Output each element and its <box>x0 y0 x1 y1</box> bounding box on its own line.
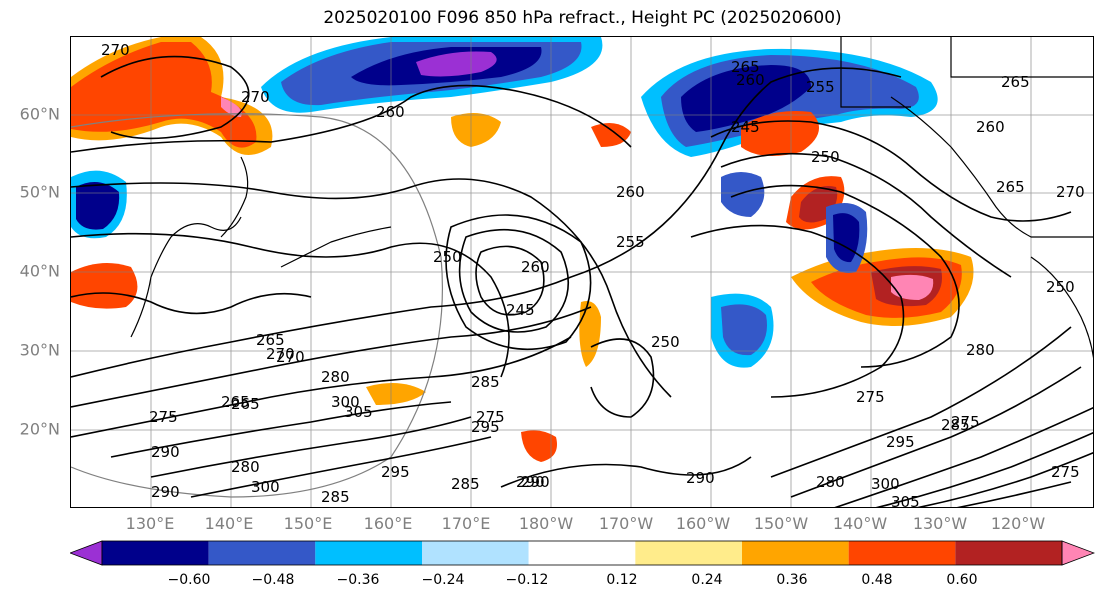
colorbar <box>70 540 1095 566</box>
lon-label: 170°E <box>441 514 491 533</box>
contour-label: 275 <box>1051 463 1080 481</box>
colorbar-outline <box>101 540 1063 566</box>
contour-label: 270 <box>276 348 305 366</box>
contour-label: 280 <box>231 458 260 476</box>
contour-label: 280 <box>321 368 350 386</box>
contour-label: 280 <box>816 473 845 491</box>
lat-label-40n: 40°N <box>19 261 60 281</box>
colorbar-segment <box>955 541 1062 565</box>
contour-label: 265 <box>996 178 1025 196</box>
contour-label: 285 <box>471 373 500 391</box>
lon-label: 150°W <box>753 514 809 533</box>
colorbar-extend-high <box>1061 540 1095 566</box>
contour-label: 280 <box>966 341 995 359</box>
map-canvas: 270 270 265 260 255 245 250 265 265 270 … <box>71 37 1093 508</box>
contour-label: 260 <box>376 103 405 121</box>
contour-label: 295 <box>381 463 410 481</box>
colorbar-segment <box>528 541 636 565</box>
contour-label: 260 <box>616 183 645 201</box>
contour-label: 295 <box>886 433 915 451</box>
colorbar-tick: −0.60 <box>167 572 211 588</box>
map-panel: 270 270 265 260 255 245 250 265 265 270 … <box>70 36 1094 508</box>
colorbar-segment <box>102 541 209 565</box>
colorbar-tick: 0.48 <box>861 572 893 588</box>
contour-label: 285 <box>321 488 350 506</box>
contour-label: 270 <box>266 345 295 363</box>
colorbar-segments <box>70 540 1095 566</box>
contour-label: 305 <box>891 493 920 508</box>
map-title: 2025020100 F096 850 hPa refract., Height… <box>323 8 842 28</box>
colorbar-extend-low <box>70 540 103 566</box>
gray-boundary-contour <box>71 113 444 498</box>
contour-label: 260 <box>976 118 1005 136</box>
contour-label: 245 <box>506 301 535 319</box>
contour-label: 265 <box>1001 73 1030 91</box>
contour-label: 265 <box>231 395 260 413</box>
contour-label: 265 <box>731 58 760 76</box>
contour-label: 250 <box>811 148 840 166</box>
contour-label: 250 <box>433 248 462 266</box>
lon-label: 150°E <box>283 514 333 533</box>
colorbar-tick: 0.60 <box>946 572 978 588</box>
contour-label: 290 <box>521 473 550 491</box>
contour-label: 285 <box>941 416 970 434</box>
lon-label: 120°W <box>990 514 1046 533</box>
contour-label: 260 <box>521 258 550 276</box>
lon-label: 160°W <box>675 514 731 533</box>
lat-label-20n: 20°N <box>19 419 60 439</box>
colorbar-tick: 0.24 <box>691 572 723 588</box>
lon-label: 140°E <box>204 514 254 533</box>
contour-label: 260 <box>736 71 765 89</box>
contour-label: 295 <box>471 418 500 436</box>
colorbar-tick: −0.48 <box>251 572 295 588</box>
contour-label: 255 <box>806 78 835 96</box>
coastlines <box>130 37 1093 359</box>
lon-label: 140°W <box>832 514 888 533</box>
colorbar-tick: 0.36 <box>776 572 808 588</box>
contour-label: 290 <box>516 473 545 491</box>
contour-label: 300 <box>331 393 360 411</box>
contour-label: 270 <box>241 88 270 106</box>
lon-label: 160°E <box>363 514 413 533</box>
lat-label-50n: 50°N <box>19 182 60 202</box>
height-contours <box>71 55 1093 507</box>
lat-label-60n: 60°N <box>19 104 60 124</box>
contour-label: 250 <box>651 333 680 351</box>
contour-label: 270 <box>1056 183 1085 201</box>
colorbar-segment <box>742 541 849 565</box>
contour-label: 250 <box>1046 278 1075 296</box>
contour-label: 275 <box>476 408 505 426</box>
lat-label-30n: 30°N <box>19 340 60 360</box>
contour-label: 300 <box>871 475 900 493</box>
colorbar-segment <box>315 541 422 565</box>
colorbar-tick: 0.12 <box>606 572 638 588</box>
contour-label: 275 <box>856 388 885 406</box>
colorbar-tick: −0.24 <box>421 572 465 588</box>
colorbar-tick: −0.12 <box>505 572 549 588</box>
colorbar-segment <box>848 541 956 565</box>
contour-label: 290 <box>151 483 180 501</box>
colorbar-segment <box>422 541 529 565</box>
colorbar-segment <box>635 541 742 565</box>
lon-label: 170°W <box>598 514 654 533</box>
contour-label: 300 <box>251 478 280 496</box>
contour-label: 245 <box>731 118 760 136</box>
contour-label: 290 <box>686 469 715 487</box>
contour-label: 275 <box>951 413 980 431</box>
contour-label: 290 <box>151 443 180 461</box>
colorbar-tick: −0.36 <box>336 572 380 588</box>
contour-label: 265 <box>256 331 285 349</box>
contour-label: 270 <box>101 41 130 59</box>
lon-label: 130°W <box>912 514 968 533</box>
contour-label: 305 <box>344 403 373 421</box>
lon-label: 130°E <box>125 514 175 533</box>
contour-label: 275 <box>149 408 178 426</box>
contour-label: 265 <box>221 393 250 411</box>
contour-labels: 270 270 265 260 255 245 250 265 265 270 … <box>101 41 1085 508</box>
lon-label: 180°W <box>518 514 574 533</box>
contour-label: 285 <box>451 475 480 493</box>
contour-label: 255 <box>616 233 645 251</box>
colorbar-segment <box>208 541 316 565</box>
map-graticule <box>71 37 1093 507</box>
